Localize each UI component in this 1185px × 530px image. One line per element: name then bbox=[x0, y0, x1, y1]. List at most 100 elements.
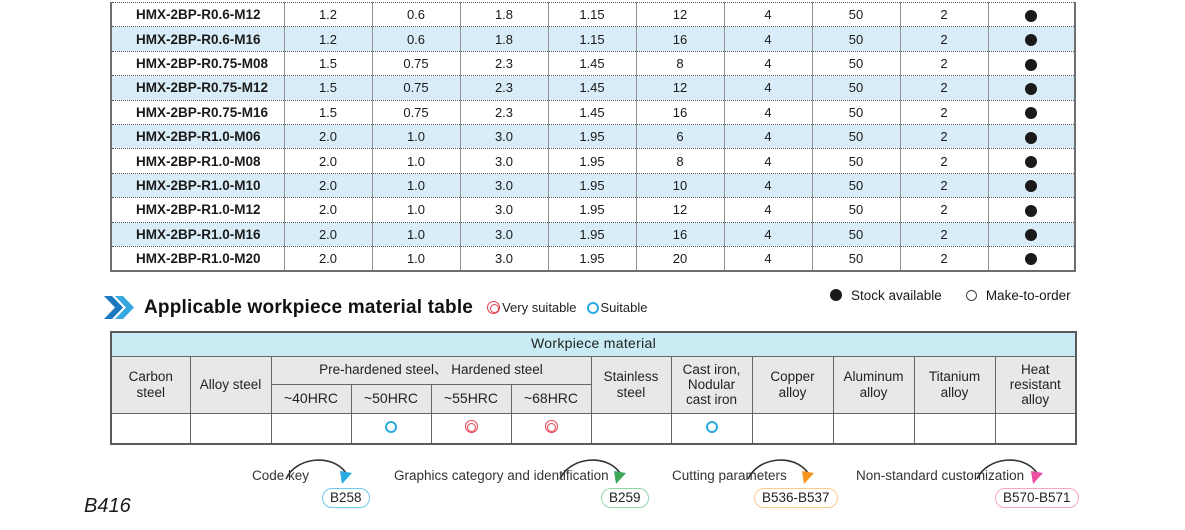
section-title: Applicable workpiece material table bbox=[144, 296, 474, 318]
spec-table-row: HMX-2BP-R0.75-M12 1.5 0.75 2.3 1.45 12 4 50 2 bbox=[111, 75, 1075, 101]
stock-cell bbox=[987, 75, 1075, 101]
material-header-cell: Carbon steel bbox=[110, 355, 191, 414]
specification-table: HMX-2BP-R0.6-M12 1.2 0.6 1.8 1.15 12 4 50 2 HMX-2… bbox=[110, 2, 1076, 272]
rating-cell bbox=[913, 412, 996, 445]
model-cell: HMX-2BP-R1.0-M08 bbox=[111, 148, 284, 174]
value-cell: 2.0 bbox=[283, 123, 372, 149]
value-cell: 1.5 bbox=[283, 50, 372, 76]
value-cell: 16 bbox=[635, 26, 724, 52]
make-to-order-icon bbox=[965, 289, 977, 301]
page-reference-badge[interactable]: B570-B571 bbox=[995, 488, 1079, 508]
value-cell: 1.95 bbox=[547, 197, 636, 223]
spec-table-body: HMX-2BP-R0.6-M12 1.2 0.6 1.8 1.15 12 4 50 2 HMX-2… bbox=[111, 2, 1075, 271]
rating-cell bbox=[510, 412, 592, 445]
value-cell: 1.95 bbox=[547, 245, 636, 271]
value-cell: 16 bbox=[635, 221, 724, 247]
stock-available-icon bbox=[1025, 58, 1038, 71]
rating-cell bbox=[430, 412, 512, 445]
stock-cell bbox=[987, 197, 1075, 223]
page-reference-badge[interactable]: B258 bbox=[322, 488, 370, 508]
reference-graphics-category: Graphics category and identification B25… bbox=[394, 459, 649, 508]
value-cell: 0.75 bbox=[371, 50, 460, 76]
hardness-header-cell: ~40HRC bbox=[270, 383, 352, 414]
stock-cell bbox=[987, 245, 1075, 271]
value-cell: 2 bbox=[899, 26, 988, 52]
spec-table-row: HMX-2BP-R1.0-M12 2.0 1.0 3.0 1.95 12 4 50 2 bbox=[111, 197, 1075, 223]
value-cell: 2.0 bbox=[283, 197, 372, 223]
value-cell: 1.2 bbox=[283, 2, 372, 27]
value-cell: 3.0 bbox=[459, 172, 548, 198]
value-cell: 12 bbox=[635, 2, 724, 27]
stock-cell bbox=[987, 26, 1075, 52]
stock-cell bbox=[987, 172, 1075, 198]
stock-available-label: Stock available bbox=[851, 287, 942, 303]
spec-table-row: HMX-2BP-R1.0-M08 2.0 1.0 3.0 1.95 8 4 50 2 bbox=[111, 148, 1075, 174]
stock-cell bbox=[987, 148, 1075, 174]
stock-cell bbox=[987, 2, 1075, 27]
value-cell: 2.0 bbox=[283, 221, 372, 247]
value-cell: 50 bbox=[811, 148, 900, 174]
reference-non-standard: Non-standard customization B570-B571 bbox=[856, 459, 1079, 508]
spec-table-row: HMX-2BP-R1.0-M20 2.0 1.0 3.0 1.95 20 4 50 2 bbox=[111, 245, 1075, 271]
value-cell: 1.45 bbox=[547, 50, 636, 76]
value-cell: 2.0 bbox=[283, 245, 372, 271]
spec-table-row: HMX-2BP-R0.6-M16 1.2 0.6 1.8 1.15 16 4 50 2 bbox=[111, 26, 1075, 52]
value-cell: 4 bbox=[723, 172, 812, 198]
curved-arrow-icon bbox=[976, 459, 1043, 484]
model-cell: HMX-2BP-R1.0-M20 bbox=[111, 245, 284, 271]
value-cell: 20 bbox=[635, 245, 724, 271]
page-reference-badge[interactable]: B536-B537 bbox=[754, 488, 838, 508]
value-cell: 12 bbox=[635, 75, 724, 101]
model-cell: HMX-2BP-R0.75-M12 bbox=[111, 75, 284, 101]
value-cell: 4 bbox=[723, 99, 812, 125]
value-cell: 50 bbox=[811, 123, 900, 149]
value-cell: 16 bbox=[635, 99, 724, 125]
rating-cell bbox=[270, 412, 352, 445]
material-header-cell: Cast iron, Nodular cast iron bbox=[670, 355, 753, 414]
rating-cell bbox=[994, 412, 1077, 445]
value-cell: 2 bbox=[899, 123, 988, 149]
value-cell: 2 bbox=[899, 221, 988, 247]
value-cell: 1.0 bbox=[371, 123, 460, 149]
value-cell: 4 bbox=[723, 50, 812, 76]
value-cell: 4 bbox=[723, 245, 812, 271]
reference-cutting-parameters: Cutting parameters B536-B537 bbox=[672, 459, 838, 508]
curved-arrow-icon bbox=[285, 459, 352, 484]
value-cell: 1.8 bbox=[459, 26, 548, 52]
value-cell: 4 bbox=[723, 148, 812, 174]
suitable-icon bbox=[385, 420, 397, 433]
value-cell: 1.0 bbox=[371, 197, 460, 223]
value-cell: 4 bbox=[723, 26, 812, 52]
stock-available-icon bbox=[1025, 107, 1038, 120]
value-cell: 1.95 bbox=[547, 123, 636, 149]
model-cell: HMX-2BP-R0.6-M16 bbox=[111, 26, 284, 52]
stock-cell bbox=[987, 123, 1075, 149]
value-cell: 1.0 bbox=[371, 172, 460, 198]
model-cell: HMX-2BP-R0.75-M08 bbox=[111, 50, 284, 76]
spec-table-row: HMX-2BP-R1.0-M10 2.0 1.0 3.0 1.95 10 4 50 2 bbox=[111, 172, 1075, 198]
page-reference-badge[interactable]: B259 bbox=[601, 488, 649, 508]
workpiece-material-table: Workpiece material Carbon steel Alloy stee… bbox=[110, 331, 1078, 445]
value-cell: 4 bbox=[723, 123, 812, 149]
value-cell: 1.15 bbox=[547, 26, 636, 52]
stock-available-icon bbox=[1025, 180, 1038, 193]
value-cell: 2 bbox=[899, 245, 988, 271]
stock-available-icon bbox=[1025, 9, 1038, 22]
value-cell: 1.45 bbox=[547, 75, 636, 101]
very-suitable-icon bbox=[487, 301, 501, 314]
value-cell: 1.0 bbox=[371, 245, 460, 271]
model-cell: HMX-2BP-R0.6-M12 bbox=[136, 7, 261, 23]
curved-arrow-icon bbox=[559, 459, 626, 484]
value-cell: 2 bbox=[899, 197, 988, 223]
model-cell: HMX-2BP-R1.0-M16 bbox=[111, 221, 284, 247]
value-cell: 3.0 bbox=[459, 148, 548, 174]
value-cell: 1.2 bbox=[283, 26, 372, 52]
value-cell: 8 bbox=[635, 50, 724, 76]
rating-cell bbox=[350, 412, 432, 445]
value-cell: 50 bbox=[811, 2, 900, 27]
value-cell: 4 bbox=[723, 221, 812, 247]
stock-cell bbox=[987, 99, 1075, 125]
value-cell: 4 bbox=[723, 2, 812, 27]
spec-table-row: HMX-2BP-R1.0-M16 2.0 1.0 3.0 1.95 16 4 50 2 bbox=[111, 221, 1075, 247]
model-cell: HMX-2BP-R1.0-M10 bbox=[111, 172, 284, 198]
